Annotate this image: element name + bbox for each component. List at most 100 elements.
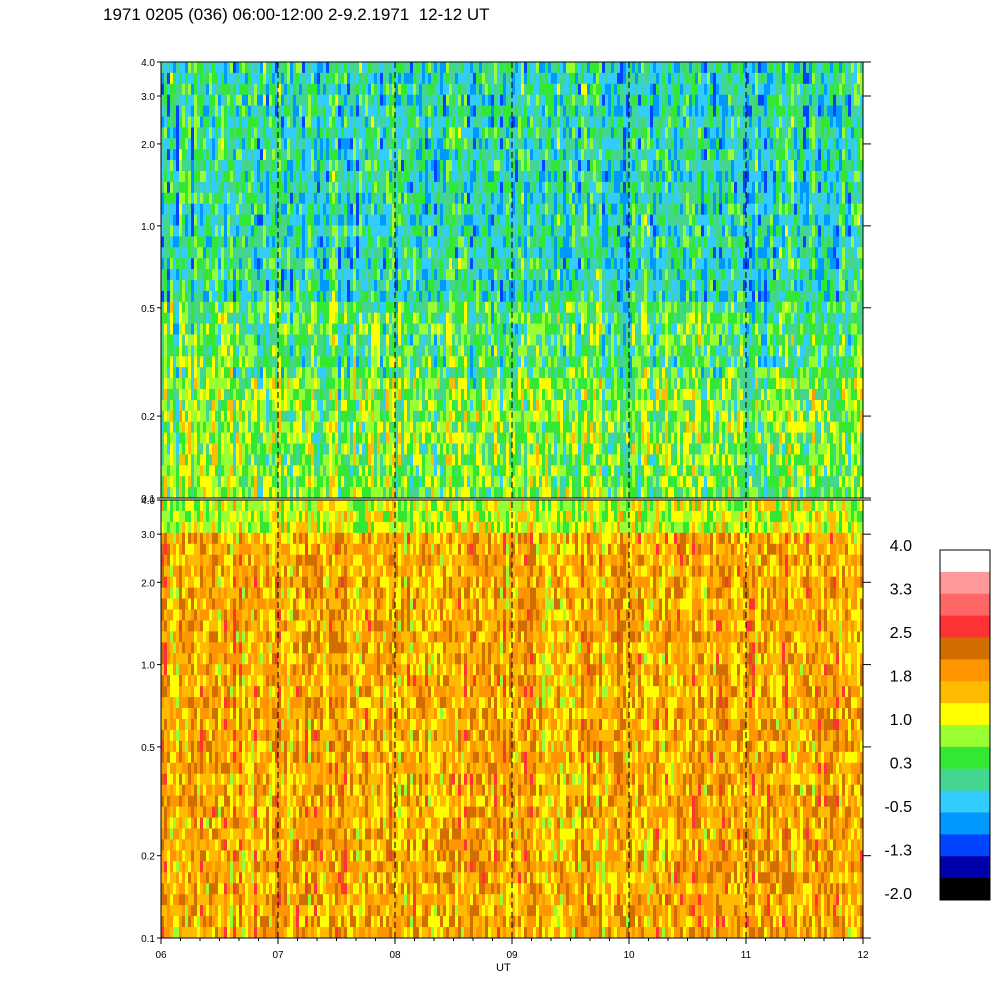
heatmap-cell — [236, 214, 240, 226]
heatmap-cell — [359, 465, 363, 477]
heatmap-cell — [191, 247, 195, 259]
heatmap-cell — [500, 269, 504, 281]
heatmap-cell — [434, 334, 438, 346]
heatmap-cell — [449, 323, 453, 335]
heatmap-cell — [500, 105, 504, 117]
heatmap-cell — [221, 312, 225, 324]
heatmap-cell — [506, 410, 510, 423]
heatmap-cell — [245, 247, 249, 259]
heatmap-cell — [341, 312, 345, 324]
heatmap-cell — [446, 476, 450, 488]
heatmap-cell — [449, 432, 453, 444]
heatmap-cell — [416, 280, 420, 292]
heatmap-cell — [428, 280, 432, 292]
heatmap-cell — [401, 443, 405, 455]
heatmap-cell — [521, 454, 525, 466]
heatmap-cell — [305, 171, 309, 183]
heatmap-cell — [497, 323, 501, 335]
heatmap-cell — [503, 487, 507, 498]
heatmap-cell — [479, 203, 483, 215]
heatmap-cell — [251, 83, 255, 96]
heatmap-cell — [296, 94, 300, 106]
heatmap-cell — [188, 72, 192, 85]
heatmap-cell — [521, 171, 525, 183]
heatmap-cell — [443, 323, 447, 335]
heatmap-cell — [344, 378, 348, 390]
heatmap-cell — [506, 258, 510, 270]
heatmap-cell — [470, 334, 474, 346]
heatmap-cell — [506, 389, 510, 401]
heatmap-cell — [461, 290, 465, 303]
heatmap-cell — [242, 94, 246, 106]
heatmap-cell — [341, 116, 345, 128]
heatmap-cell — [323, 258, 327, 270]
heatmap-cell — [236, 421, 240, 433]
heatmap-cell — [296, 280, 300, 292]
heatmap-cell — [329, 247, 333, 259]
heatmap-cell — [344, 236, 348, 248]
heatmap-cell — [509, 225, 513, 237]
heatmap-cell — [257, 94, 261, 106]
heatmap-cell — [371, 454, 375, 466]
heatmap-cell — [278, 94, 282, 106]
heatmap-cell — [407, 454, 411, 466]
heatmap-cell — [281, 138, 285, 150]
heatmap-cell — [299, 236, 303, 248]
heatmap-cell — [512, 378, 516, 390]
heatmap-cell — [395, 138, 399, 150]
heatmap-cell — [248, 334, 252, 346]
heatmap-cell — [254, 345, 258, 357]
heatmap-cell — [482, 269, 486, 281]
heatmap-cell — [320, 192, 324, 205]
heatmap-cell — [239, 290, 243, 303]
heatmap-cell — [266, 334, 270, 346]
heatmap-cell — [329, 171, 333, 183]
heatmap-cell — [518, 334, 522, 346]
heatmap-cell — [518, 214, 522, 226]
heatmap-cell — [275, 323, 279, 335]
heatmap-cell — [212, 258, 216, 270]
heatmap-cell — [182, 476, 186, 488]
heatmap-cell — [164, 138, 168, 150]
heatmap-cell — [452, 127, 456, 139]
heatmap-cell — [251, 312, 255, 324]
heatmap-cell — [320, 236, 324, 248]
heatmap-cell — [251, 399, 255, 412]
heatmap-cell — [218, 323, 222, 335]
heatmap-cell — [311, 454, 315, 466]
heatmap-cell — [419, 312, 423, 324]
heatmap-cell — [224, 454, 228, 466]
heatmap-cell — [242, 181, 246, 194]
heatmap-cell — [227, 192, 231, 205]
heatmap-cell — [239, 62, 243, 74]
heatmap-cell — [458, 280, 462, 292]
heatmap-cell — [197, 280, 201, 292]
heatmap-cell — [269, 389, 273, 401]
heatmap-cell — [395, 94, 399, 106]
heatmap-cell — [275, 247, 279, 259]
heatmap-cell — [305, 301, 309, 314]
heatmap-cell — [449, 421, 453, 433]
heatmap-cell — [188, 367, 192, 379]
heatmap-cell — [173, 192, 177, 205]
heatmap-cell — [494, 171, 498, 183]
heatmap-cell — [368, 149, 372, 161]
heatmap-cell — [281, 476, 285, 488]
heatmap-cell — [281, 258, 285, 270]
heatmap-cell — [386, 160, 390, 172]
heatmap-cell — [260, 290, 264, 303]
heatmap-cell — [464, 334, 468, 346]
heatmap-cell — [407, 171, 411, 183]
heatmap-cell — [230, 181, 234, 194]
heatmap-cell — [467, 171, 471, 183]
heatmap-cell — [488, 432, 492, 444]
heatmap-cell — [467, 116, 471, 128]
heatmap-cell — [170, 116, 174, 128]
heatmap-cell — [428, 465, 432, 477]
heatmap-cell — [482, 356, 486, 368]
heatmap-cell — [266, 181, 270, 194]
heatmap-cell — [176, 127, 180, 139]
heatmap-cell — [485, 214, 489, 226]
heatmap-cell — [524, 127, 528, 139]
heatmap-cell — [239, 312, 243, 324]
